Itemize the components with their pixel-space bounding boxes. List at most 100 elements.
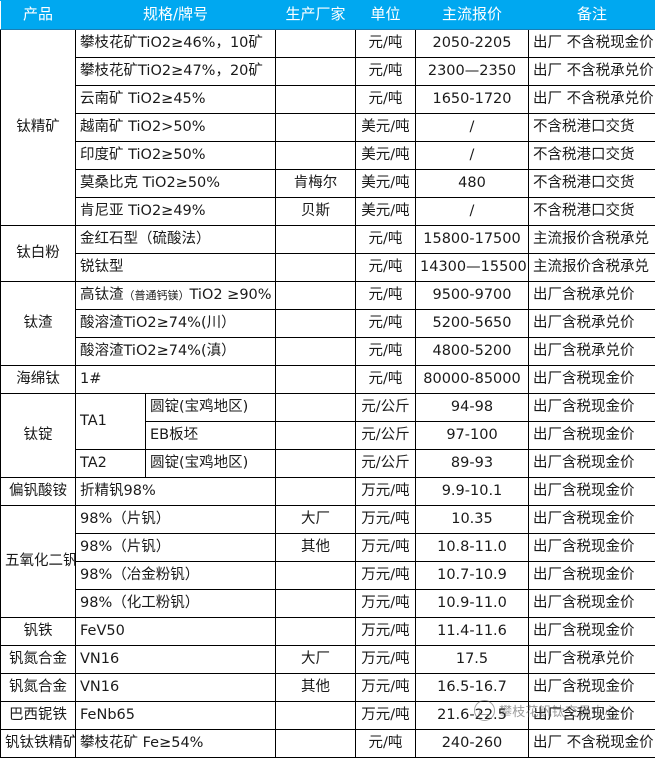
cell-remark: 不含税港口交货: [529, 114, 655, 142]
cell-spec: 攀枝花矿TiO2≥46%，10矿: [76, 30, 276, 58]
cell-price: 10.8-11.0: [416, 534, 529, 562]
cell-unit: 万元/吨: [356, 478, 416, 506]
cell-price: 4800-5200: [416, 338, 529, 366]
cell-remark: 出厂含税现金价: [529, 422, 655, 450]
cell-spec: VN16: [76, 674, 276, 702]
cell-spec: 越南矿 TiO2>50%: [76, 114, 276, 142]
cell-unit: 万元/吨: [356, 506, 416, 534]
cell-unit: 万元/吨: [356, 562, 416, 590]
cell-price: 9.9-10.1: [416, 478, 529, 506]
cell-spec: 攀枝花矿TiO2≥47%，20矿: [76, 58, 276, 86]
cell-unit: 万元/吨: [356, 618, 416, 646]
cell-maker: [276, 618, 356, 646]
cell-maker: [276, 310, 356, 338]
cell-price: 11.4-11.6: [416, 618, 529, 646]
cell-price: 9500-9700: [416, 282, 529, 310]
cell-remark: 出厂含税现金价: [529, 674, 655, 702]
cell-price: 480: [416, 170, 529, 198]
cell-remark: 出厂 不含税承兑价: [529, 58, 655, 86]
cell-price: /: [416, 114, 529, 142]
cell-maker: [276, 702, 356, 730]
cell-maker: [276, 114, 356, 142]
cell-unit: 美元/吨: [356, 142, 416, 170]
cell-price: 10.7-10.9: [416, 562, 529, 590]
cell-spec: 1#: [76, 366, 276, 394]
cell-remark: 出厂含税现金价: [529, 590, 655, 618]
cell-maker: [276, 254, 356, 282]
cell-price: 5200-5650: [416, 310, 529, 338]
cell-product: 偏钒酸铵: [1, 478, 76, 506]
cell-product: 钛精矿: [1, 30, 76, 226]
cell-spec: EB板坯: [146, 422, 276, 450]
cell-remark: 出厂含税现金价: [529, 618, 655, 646]
cell-remark: 出厂含税现金价: [529, 478, 655, 506]
cell-spec: 莫桑比克 TiO2≥50%: [76, 170, 276, 198]
cell-price: 94-98: [416, 394, 529, 422]
cell-spec: 肯尼亚 TiO2≥49%: [76, 198, 276, 226]
cell-remark: 出厂 不含税承兑价: [529, 86, 655, 114]
cell-maker: [276, 282, 356, 310]
cell-price: 97-100: [416, 422, 529, 450]
column-header-spec: 规格/牌号: [76, 1, 276, 30]
cell-remark: 主流报价含税承兑: [529, 254, 655, 282]
cell-remark: 不含税港口交货: [529, 170, 655, 198]
cell-remark: 主流报价含税承兑: [529, 226, 655, 254]
cell-spec: 金红石型（硫酸法）: [76, 226, 276, 254]
cell-unit: 万元/吨: [356, 646, 416, 674]
cell-price: 1650-1720: [416, 86, 529, 114]
cell-spec: FeNb65: [76, 702, 276, 730]
cell-grade: TA2: [76, 450, 146, 478]
cell-remark: 出厂含税现金价: [529, 702, 655, 730]
cell-price: 16.5-16.7: [416, 674, 529, 702]
cell-price: 15800-17500: [416, 226, 529, 254]
cell-maker: [276, 422, 356, 450]
cell-price: 2050-2205: [416, 30, 529, 58]
cell-unit: 元/吨: [356, 366, 416, 394]
cell-unit: 元/吨: [356, 310, 416, 338]
cell-product: 五氧化二钒: [1, 506, 76, 618]
header-row: 产品 规格/牌号 生产厂家 单位 主流报价 备注: [1, 1, 655, 30]
cell-spec: 折精钒98%: [76, 478, 276, 506]
cell-product: 海绵钛: [1, 366, 76, 394]
cell-product: 钒氮合金: [1, 674, 76, 702]
table-header: 产品 规格/牌号 生产厂家 单位 主流报价 备注: [1, 1, 655, 30]
cell-product: 钛白粉: [1, 226, 76, 282]
cell-maker: 大厂: [276, 646, 356, 674]
cell-unit: 万元/吨: [356, 702, 416, 730]
cell-price: 240-260: [416, 730, 529, 758]
cell-remark: 出厂含税承兑价: [529, 338, 655, 366]
cell-maker: [276, 30, 356, 58]
cell-grade: TA1: [76, 394, 146, 450]
spec-text-main: 高钛渣: [80, 287, 124, 303]
cell-spec: 酸溶渣TiO2≥74%(川）: [76, 310, 276, 338]
cell-product: 钒铁: [1, 618, 76, 646]
cell-price: 21.6-22.5: [416, 702, 529, 730]
cell-price: 10.35: [416, 506, 529, 534]
cell-price: /: [416, 198, 529, 226]
cell-maker: [276, 338, 356, 366]
cell-unit: 元/吨: [356, 338, 416, 366]
cell-price: 17.5: [416, 646, 529, 674]
cell-remark: 出厂含税现金价: [529, 562, 655, 590]
cell-spec: 圆锭(宝鸡地区): [146, 394, 276, 422]
cell-maker: [276, 226, 356, 254]
cell-remark: 出厂 不含税现金价: [529, 730, 655, 758]
cell-spec: 攀枝花矿 Fe≥54%: [76, 730, 276, 758]
